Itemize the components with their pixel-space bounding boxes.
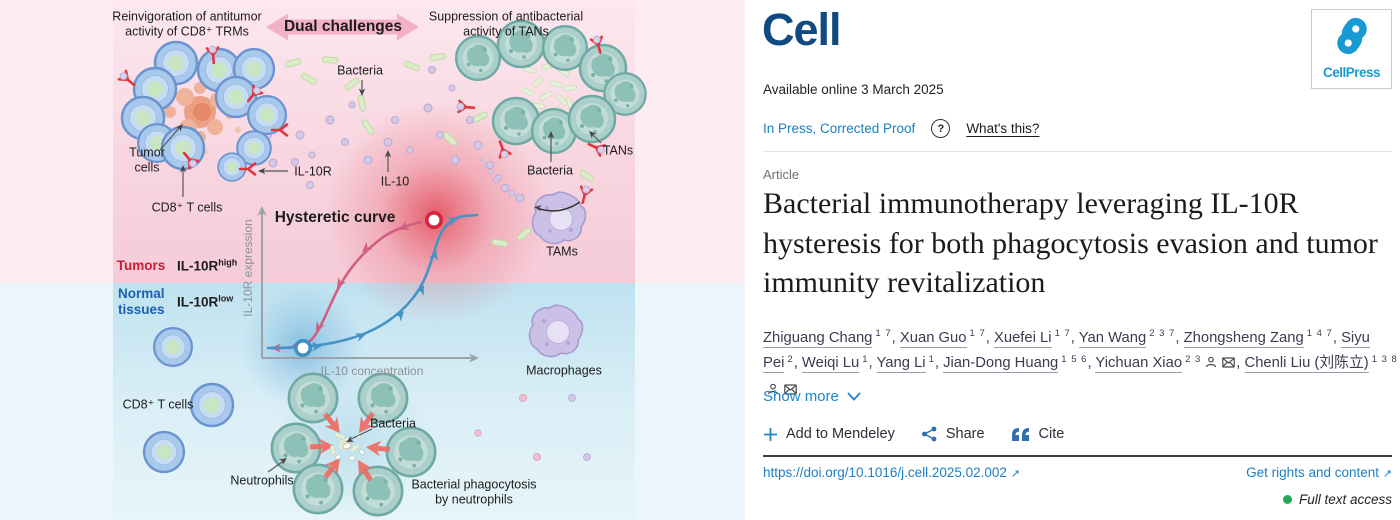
hysteresis-axes bbox=[257, 206, 479, 363]
chevron-down-icon bbox=[847, 392, 861, 401]
person-icon[interactable] bbox=[767, 379, 779, 404]
author-list: Zhiguang Chang 1 7, Xuan Guo 1 7, Xuefei L… bbox=[763, 326, 1400, 404]
author: Yang Li 1, bbox=[876, 353, 944, 374]
cite-quote-icon bbox=[1011, 427, 1029, 441]
show-more-button[interactable]: Show more bbox=[763, 388, 861, 405]
graphical-abstract-art bbox=[0, 0, 745, 520]
author: Weiqi Lu 1, bbox=[801, 353, 877, 374]
macrophage-cell bbox=[528, 304, 584, 358]
external-link-icon: ↗ bbox=[1382, 468, 1392, 480]
label-tams: TAMs bbox=[546, 244, 578, 259]
action-buttons: Add to Mendeley Share Cite bbox=[763, 426, 1064, 442]
author: Yan Wang 2 3 7, bbox=[1078, 328, 1184, 348]
add-to-mendeley-button[interactable]: Add to Mendeley bbox=[763, 426, 895, 442]
label-macrophages: Macrophages bbox=[526, 363, 602, 378]
author: Chenli Liu (刘陈立) 1 3 8 bbox=[763, 354, 1398, 397]
available-online-date: Available online 3 March 2025 bbox=[763, 82, 944, 97]
label-il10: IL-10 bbox=[380, 174, 410, 189]
doi-row: https://doi.org/10.1016/j.cell.2025.02.0… bbox=[763, 465, 1392, 480]
author: Zhongsheng Zang 1 4 7, bbox=[1183, 328, 1342, 348]
article-title: Bacterial immunotherapy leveraging IL-10… bbox=[763, 187, 1378, 300]
divider-light bbox=[763, 151, 1392, 152]
cellpress-logo[interactable]: CellPress bbox=[1311, 9, 1392, 89]
label-bacteria-top: Bacteria bbox=[337, 63, 383, 78]
label-tumor-cells: Tumor cells bbox=[129, 145, 165, 174]
label-il10r-high: IL-10Rhigh bbox=[177, 257, 238, 274]
share-button[interactable]: Share bbox=[921, 426, 985, 442]
label-tans: TANs bbox=[602, 143, 634, 158]
author: Xuan Guo 1 7, bbox=[899, 328, 994, 348]
label-il10r-low: IL-10Rlow bbox=[177, 293, 234, 310]
in-press-row: In Press, Corrected Proof ? What's this? bbox=[763, 119, 1039, 138]
plus-icon bbox=[764, 427, 777, 441]
label-neutrophils: Neutrophils bbox=[230, 473, 294, 488]
email-icon[interactable] bbox=[784, 379, 797, 404]
cellpress-wordmark: CellPress bbox=[1322, 65, 1381, 80]
access-row: Full text access bbox=[763, 492, 1392, 507]
article-type-label: Article bbox=[763, 167, 800, 182]
tam-cell bbox=[531, 191, 587, 245]
email-icon[interactable] bbox=[1222, 352, 1236, 377]
author: Siyu Pei 2, bbox=[763, 330, 1370, 374]
access-dot-icon bbox=[1282, 495, 1292, 504]
author: Yichuan Xiao 2 3, bbox=[1095, 354, 1244, 374]
rights-link[interactable]: Get rights and content ↗ bbox=[1246, 465, 1392, 480]
label-dual-challenges: Dual challenges bbox=[283, 17, 403, 35]
label-bacteria-bottom: Bacteria bbox=[370, 416, 416, 431]
external-link-icon: ↗ bbox=[1010, 468, 1020, 480]
label-il10r: IL-10R bbox=[294, 164, 332, 179]
dual-challenges-arrow bbox=[266, 13, 419, 41]
label-tan-caption: Suppression of antibacterial activity of… bbox=[428, 9, 584, 38]
divider-dark bbox=[763, 455, 1392, 457]
low-state-point bbox=[293, 338, 312, 357]
label-cd8-top: CD8⁺ T cells bbox=[151, 200, 223, 215]
tam-secretion-arrow bbox=[533, 201, 581, 212]
in-press-link[interactable]: In Press, Corrected Proof bbox=[763, 121, 916, 136]
person-icon[interactable] bbox=[1205, 352, 1217, 377]
cell-journal-logo[interactable]: Cell bbox=[762, 4, 842, 55]
label-tumors: Tumors bbox=[116, 258, 166, 274]
annotation-arrows bbox=[159, 80, 602, 473]
cite-button[interactable]: Cite bbox=[1011, 426, 1064, 442]
label-bacteria-right: Bacteria bbox=[527, 163, 573, 178]
hysteresis-curve-increasing bbox=[266, 213, 479, 352]
label-normal-tissues: Normal tissues bbox=[118, 286, 165, 317]
access-label: Full text access bbox=[1298, 492, 1392, 507]
share-icon bbox=[921, 426, 937, 442]
author: Zhiguang Chang 1 7, bbox=[763, 328, 900, 348]
label-trm-caption: Reinvigoration of antitumor activity of … bbox=[112, 9, 262, 38]
author: Jian-Dong Huang 1 5 6, bbox=[943, 353, 1096, 374]
author: Xuefei Li 1 7, bbox=[993, 328, 1079, 348]
doi-link[interactable]: https://doi.org/10.1016/j.cell.2025.02.0… bbox=[763, 465, 1020, 480]
label-cd8-bottom: CD8⁺ T cells bbox=[122, 397, 194, 412]
cellpress-logomark-icon bbox=[1336, 17, 1367, 55]
graphical-abstract: Reinvigoration of antitumor activity of … bbox=[0, 0, 745, 520]
whats-this-link[interactable]: What's this? bbox=[966, 121, 1040, 136]
label-phagocytosis: Bacterial phagocytosis by neutrophils bbox=[411, 477, 537, 506]
label-hysteretic-curve: Hysteretic curve bbox=[274, 208, 396, 226]
help-icon[interactable]: ? bbox=[931, 119, 951, 138]
article-panel: Cell CellPress Available online 3 March … bbox=[745, 0, 1400, 520]
label-y-axis: IL-10R expression bbox=[240, 219, 255, 317]
high-state-point bbox=[424, 211, 443, 230]
label-x-axis: IL-10 concentration bbox=[320, 363, 424, 378]
